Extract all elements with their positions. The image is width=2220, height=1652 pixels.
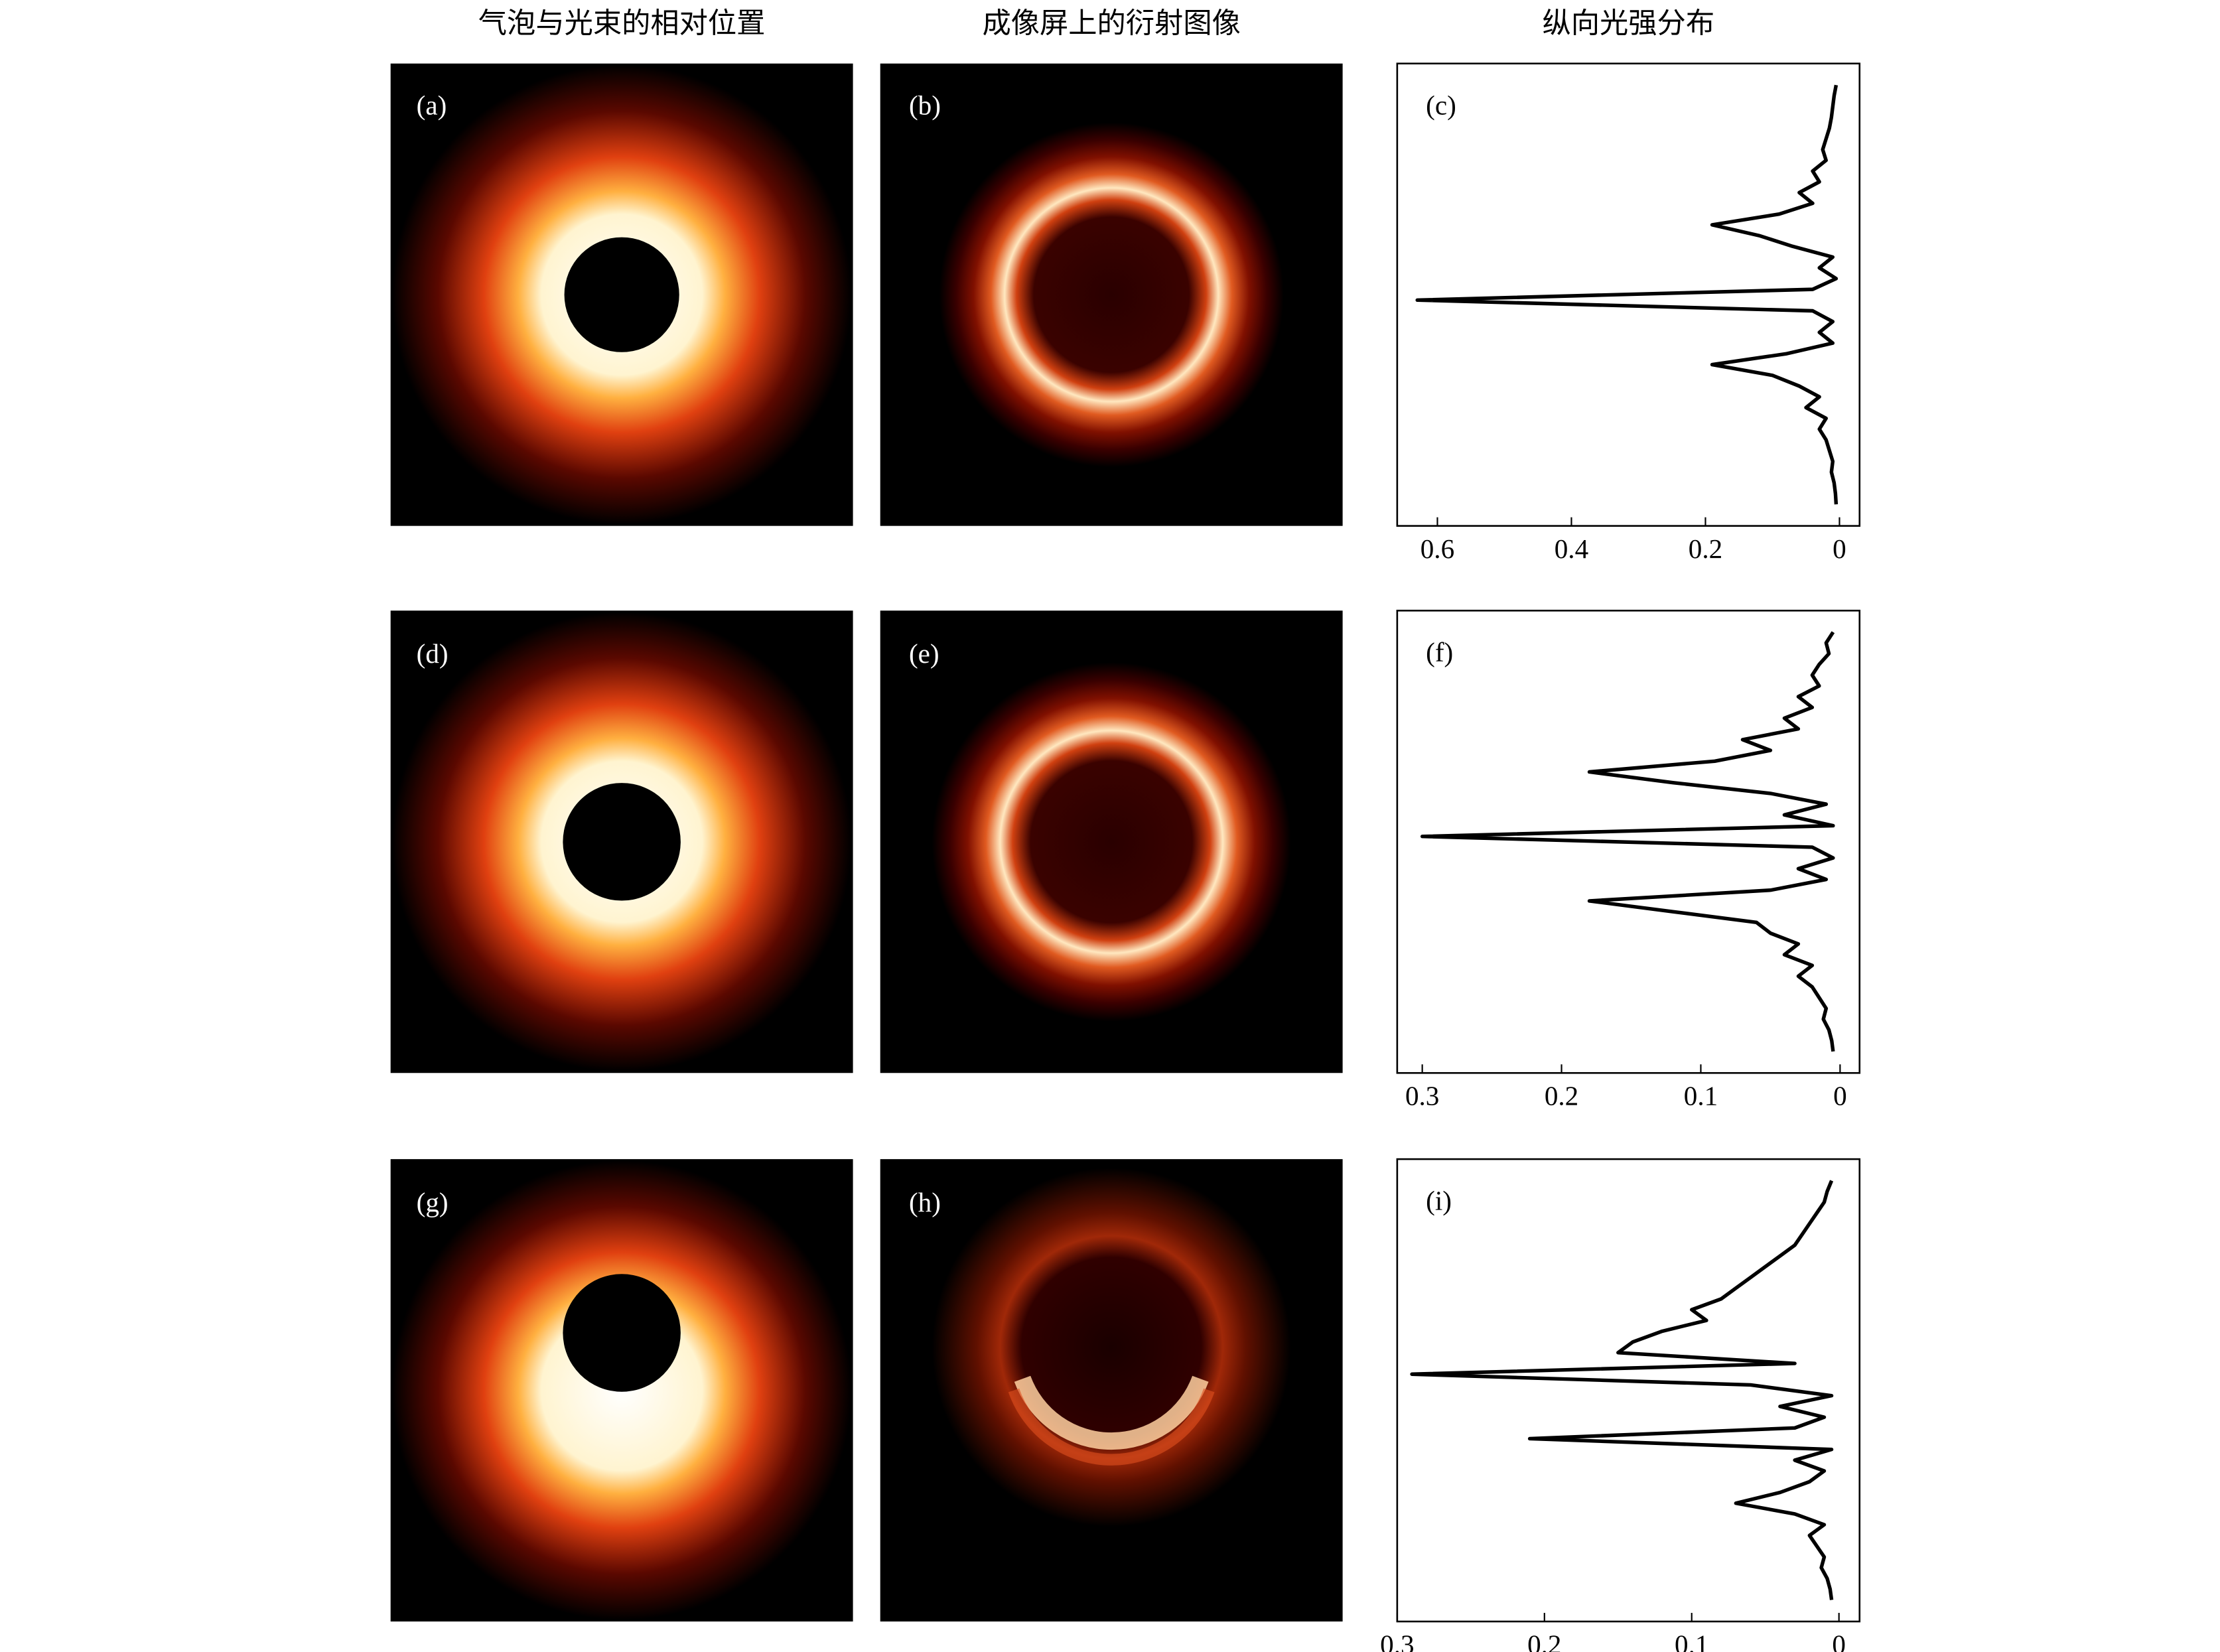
panel-label: (h) xyxy=(909,1187,941,1218)
column-title: 成像屏上的衍射图像 xyxy=(982,7,1240,39)
diffraction-ring xyxy=(932,662,1291,1022)
panel-label: (b) xyxy=(909,90,941,121)
x-tick-label: 0 xyxy=(1832,1629,1846,1652)
intensity-line xyxy=(1410,1180,1834,1600)
diffraction-ring xyxy=(932,1168,1291,1527)
plot-frame xyxy=(1396,610,1861,1074)
x-tick-label: 0.2 xyxy=(1689,533,1722,564)
column-title: 气泡与光束的相对位置 xyxy=(478,7,766,39)
x-tick-label: 0.3 xyxy=(1380,1629,1414,1652)
panel-label: (c) xyxy=(1426,90,1456,121)
plot-frame xyxy=(1396,62,1861,527)
bubble xyxy=(563,1274,681,1392)
panel-label: (f) xyxy=(1426,637,1453,668)
x-tick-label: 0 xyxy=(1833,533,1846,564)
x-tick-label: 0.6 xyxy=(1421,533,1454,564)
bubble xyxy=(564,237,679,352)
x-tick-label: 0.4 xyxy=(1555,533,1588,564)
x-tick-label: 0.1 xyxy=(1675,1629,1708,1652)
x-tick-label: 0 xyxy=(1833,1081,1847,1111)
outer-arc xyxy=(1008,1388,1215,1466)
diffraction-ring xyxy=(939,122,1284,467)
panel-label: (i) xyxy=(1426,1186,1452,1217)
x-tick-label: 0.2 xyxy=(1545,1081,1578,1111)
panel-label: (e) xyxy=(909,638,939,669)
panel-label: (a) xyxy=(417,90,447,121)
plot-frame xyxy=(1396,1158,1861,1623)
x-tick-label: 0.1 xyxy=(1684,1081,1718,1111)
bright-arc xyxy=(1014,1375,1209,1450)
intensity-line xyxy=(1415,84,1838,505)
x-tick-label: 0.2 xyxy=(1527,1629,1561,1652)
intensity-line xyxy=(1420,631,1835,1052)
column-title: 纵向光强分布 xyxy=(1543,7,1715,39)
panel-label: (d) xyxy=(417,638,449,669)
bubble xyxy=(563,783,681,901)
x-tick-label: 0.3 xyxy=(1405,1081,1439,1111)
panel-label: (g) xyxy=(417,1187,449,1218)
image-panels xyxy=(390,63,1343,1622)
